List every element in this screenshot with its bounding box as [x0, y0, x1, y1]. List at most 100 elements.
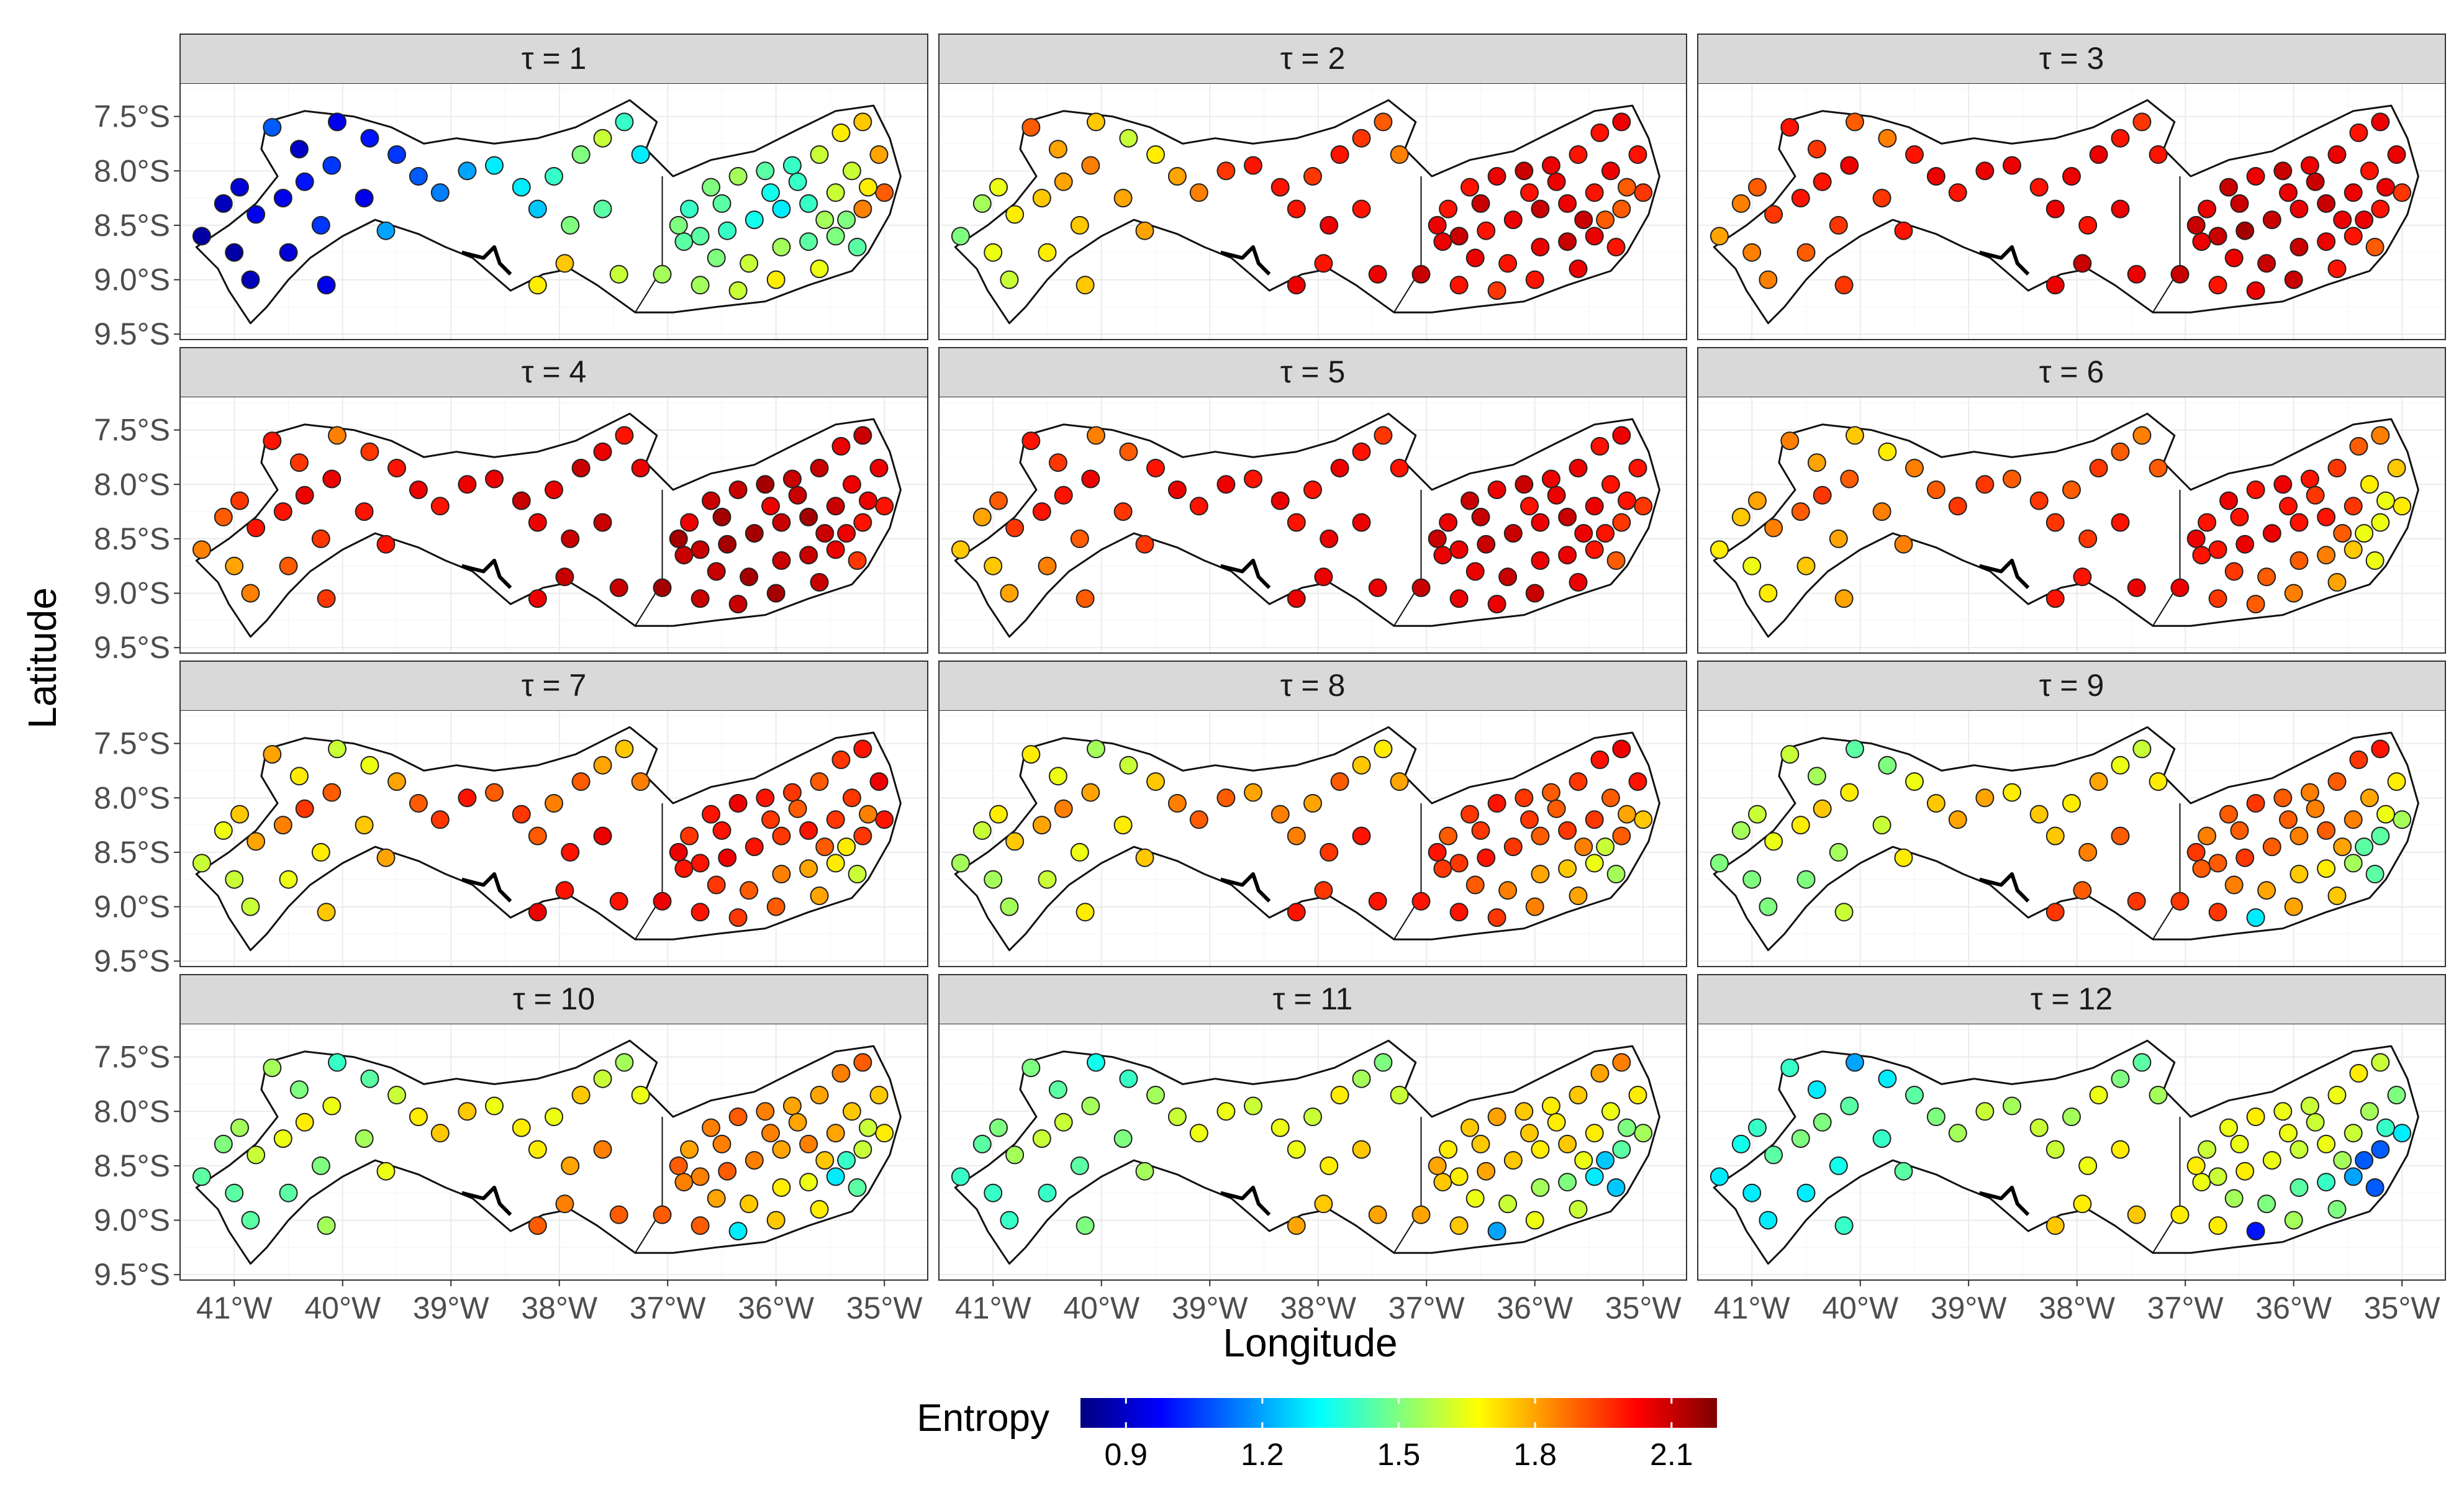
station-point — [2290, 238, 2309, 256]
station-point — [561, 842, 580, 862]
station-point — [1303, 1107, 1322, 1126]
station-point — [1167, 1107, 1187, 1126]
station-point — [1541, 469, 1560, 489]
station-point — [2198, 1140, 2217, 1159]
station-point — [653, 578, 672, 597]
station-point — [1606, 1178, 1626, 1197]
station-point — [2360, 788, 2379, 808]
station-point — [1612, 112, 1631, 132]
panel-12: τ = 12 — [1697, 974, 2446, 1281]
station-point — [322, 783, 342, 802]
station-point — [1465, 562, 1485, 581]
station-point — [2300, 469, 2319, 489]
station-point — [2344, 1167, 2363, 1186]
panel-border — [1697, 347, 2446, 654]
station-point — [631, 1086, 650, 1104]
station-point — [1628, 1086, 1647, 1104]
station-point — [2387, 1086, 2406, 1104]
station-point — [615, 1053, 634, 1072]
station-point — [1569, 573, 1588, 592]
x-tick-label: 37°W — [2147, 1291, 2224, 1325]
station-point — [1352, 1069, 1371, 1088]
station-point — [2333, 837, 2352, 857]
x-tick-label: 37°W — [630, 1291, 707, 1325]
station-point — [1742, 556, 1762, 575]
station-point — [1487, 794, 1506, 813]
y-tick-label: 8.0°S — [94, 1094, 170, 1129]
station-point — [247, 1145, 266, 1165]
station-point — [2317, 232, 2336, 251]
station-point — [1531, 238, 1550, 256]
station-point — [1612, 739, 1631, 759]
station-point — [2062, 794, 2081, 813]
station-point — [1038, 243, 1057, 262]
station-point — [799, 232, 818, 251]
station-point — [848, 865, 867, 883]
station-point — [1303, 794, 1322, 813]
station-point — [279, 870, 298, 889]
station-point — [2149, 145, 2168, 164]
station-point — [788, 1112, 807, 1132]
station-point — [859, 1118, 877, 1137]
station-point — [1558, 1173, 1577, 1192]
station-point — [815, 210, 835, 230]
station-point — [2003, 156, 2021, 175]
station-point — [1076, 1216, 1095, 1235]
station-point — [1000, 897, 1019, 916]
station-point — [2149, 459, 2168, 477]
station-point — [2376, 805, 2395, 824]
station-point — [2349, 436, 2368, 456]
station-point — [2327, 1200, 2347, 1219]
station-point — [458, 1102, 477, 1121]
y-tick-label: 8.0°S — [94, 780, 170, 815]
station-point — [1731, 821, 1751, 840]
station-point — [241, 1211, 260, 1230]
station-point — [1054, 799, 1073, 818]
station-point — [2132, 1053, 2152, 1072]
station-point — [1038, 556, 1057, 575]
station-point — [2344, 227, 2363, 246]
panel-strip — [938, 347, 1687, 398]
station-point — [766, 897, 786, 916]
station-point — [1433, 546, 1452, 565]
station-point — [1076, 589, 1095, 608]
station-point — [2349, 750, 2368, 769]
station-point — [1189, 497, 1208, 516]
station-point — [1465, 1189, 1485, 1208]
station-point — [512, 1118, 531, 1137]
station-point — [1813, 799, 1832, 818]
station-point — [1113, 189, 1133, 208]
station-point — [680, 826, 699, 846]
station-point — [691, 540, 710, 559]
station-point — [788, 172, 807, 191]
station-point — [2317, 546, 2336, 565]
station-point — [2089, 459, 2108, 477]
station-point — [1791, 816, 1810, 835]
station-point — [2127, 1205, 2146, 1224]
station-point — [1948, 810, 1967, 829]
station-point — [322, 469, 342, 489]
station-point — [1569, 1200, 1588, 1219]
station-point — [609, 264, 628, 284]
station-point — [2327, 886, 2347, 905]
station-point — [2365, 865, 2385, 883]
station-point — [2290, 865, 2309, 883]
station-point — [1374, 112, 1393, 132]
station-point — [1574, 524, 1593, 543]
station-point — [1449, 589, 1469, 608]
station-point — [1374, 426, 1393, 445]
station-point — [1759, 897, 1778, 916]
y-tick-label: 9.0°S — [94, 1203, 170, 1238]
station-point — [593, 513, 612, 532]
station-point — [2376, 491, 2395, 510]
station-point — [810, 772, 829, 791]
x-tick-label: 41°W — [955, 1291, 1032, 1325]
station-point — [1520, 497, 1539, 516]
colorbar-tick-label: 1.5 — [1377, 1437, 1421, 1472]
station-point — [2111, 199, 2130, 219]
station-point — [1515, 788, 1534, 808]
station-point — [192, 540, 211, 559]
station-point — [2387, 459, 2406, 477]
x-tick-label: 36°W — [2255, 1291, 2332, 1325]
station-point — [1070, 215, 1089, 235]
